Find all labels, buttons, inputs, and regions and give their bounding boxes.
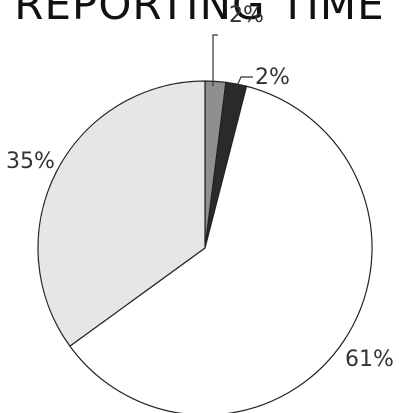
leader-line-1 (212, 34, 218, 86)
slice-label-2: 2% (255, 65, 290, 90)
leader-line-2 (235, 76, 253, 89)
pie-slices (37, 80, 373, 413)
pie-slice-3 (69, 85, 373, 413)
slice-label-4: 35% (6, 149, 55, 174)
chart-title: REPORTING TIME (14, 0, 385, 29)
pie-labels: 2% 2% 61% 35% (6, 3, 394, 372)
pie-slice-4 (37, 80, 206, 347)
label-leader-lines (212, 34, 253, 89)
slice-label-3: 61% (345, 347, 394, 372)
slice-label-1: 2% (229, 3, 264, 28)
